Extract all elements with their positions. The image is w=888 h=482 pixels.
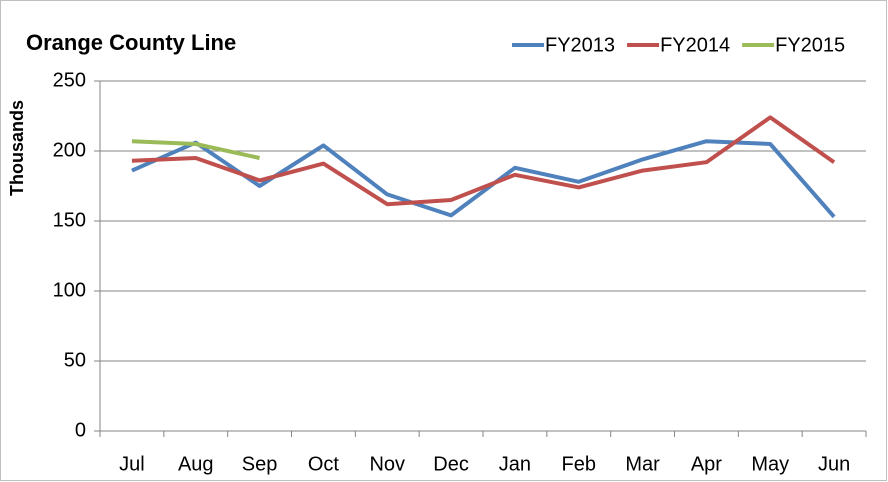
x-tick-label: Jan [499,453,531,475]
x-tick-label: May [751,453,789,475]
series-line [131,115,836,207]
y-tick-label: 250 [53,69,86,91]
x-tick-label: Dec [433,453,469,475]
legend-label: FY2013 [545,34,615,56]
x-tick-label: Apr [691,453,722,475]
chart-title: Orange County Line [26,30,236,55]
y-tick-label: 200 [53,139,86,161]
y-tick-label: 50 [64,349,86,371]
x-tick-label: Oct [308,453,340,475]
series-line [131,139,261,160]
legend-label: FY2014 [660,34,730,56]
legend-label: FY2015 [775,34,845,56]
y-tick-label: 150 [53,209,86,231]
x-tick-label: Jun [818,453,850,475]
y-axis-label: Thousands [7,100,27,196]
x-tick-label: Feb [562,453,596,475]
y-tick-label: 100 [53,279,86,301]
x-tick-label: Nov [369,453,405,475]
x-tick-label: Jul [119,453,145,475]
x-tick-label: Aug [178,453,214,475]
y-tick-label: 0 [75,419,86,441]
x-tick-label: Sep [242,453,278,475]
x-tick-label: Mar [625,453,660,475]
